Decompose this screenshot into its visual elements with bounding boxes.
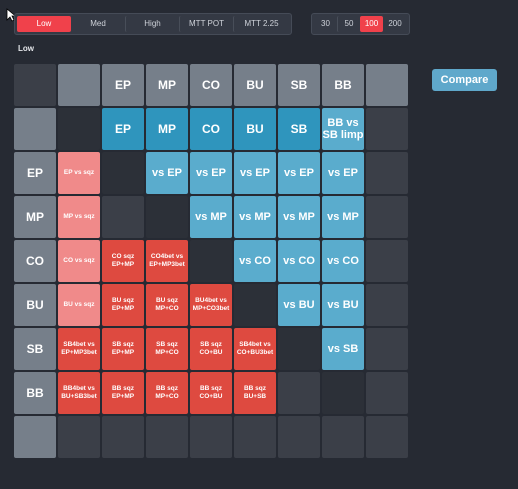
grid-cell-r6-c1[interactable]: SB4bet vs EP+MP3bet bbox=[58, 328, 100, 370]
stack-tab-3[interactable]: MTT POT bbox=[179, 16, 233, 32]
grid-cell-r8-c1 bbox=[58, 416, 100, 458]
depth-tab-3[interactable]: 200 bbox=[388, 19, 402, 28]
grid-cell-r2-c8 bbox=[366, 152, 408, 194]
grid-cell-r4-c4 bbox=[190, 240, 232, 282]
grid-cell-r5-c6[interactable]: vs BU bbox=[278, 284, 320, 326]
grid-cell-r1-c3[interactable]: MP bbox=[146, 108, 188, 150]
grid-cell-r7-c6 bbox=[278, 372, 320, 414]
grid-cell-r2-c1[interactable]: EP vs sqz bbox=[58, 152, 100, 194]
grid-cell-r4-c7[interactable]: vs CO bbox=[322, 240, 364, 282]
grid-cell-r5-c4[interactable]: BU4bet vs MP+CO3bet bbox=[190, 284, 232, 326]
grid-cell-r1-c6[interactable]: SB bbox=[278, 108, 320, 150]
stack-size-selector: Low Med High MTT POT MTT 2.25 bbox=[14, 13, 292, 35]
grid-cell-r2-c3[interactable]: vs EP bbox=[146, 152, 188, 194]
grid-cell-r6-c6 bbox=[278, 328, 320, 370]
grid-cell-r2-c4[interactable]: vs EP bbox=[190, 152, 232, 194]
grid-cell-r3-c5[interactable]: vs MP bbox=[234, 196, 276, 238]
grid-cell-r1-c5[interactable]: BU bbox=[234, 108, 276, 150]
grid-cell-r1-c2[interactable]: EP bbox=[102, 108, 144, 150]
grid-cell-r6-c3[interactable]: SB sqz MP+CO bbox=[146, 328, 188, 370]
grid-cell-r4-c6[interactable]: vs CO bbox=[278, 240, 320, 282]
grid-cell-r6-c8 bbox=[366, 328, 408, 370]
depth-tab-1[interactable]: 50 bbox=[337, 16, 360, 32]
grid-cell-r3-c6[interactable]: vs MP bbox=[278, 196, 320, 238]
grid-cell-r3-c8 bbox=[366, 196, 408, 238]
grid-cell-r3-c7[interactable]: vs MP bbox=[322, 196, 364, 238]
grid-cell-r1-c1 bbox=[58, 108, 100, 150]
grid-cell-r2-c5[interactable]: vs EP bbox=[234, 152, 276, 194]
grid-cell-r8-c8 bbox=[366, 416, 408, 458]
grid-cell-r2-c2 bbox=[102, 152, 144, 194]
grid-cell-r5-c1[interactable]: BU vs sqz bbox=[58, 284, 100, 326]
stack-tab-1[interactable]: Med bbox=[90, 19, 106, 28]
grid-cell-r7-c4[interactable]: BB sqz CO+BU bbox=[190, 372, 232, 414]
grid-cell-r3-c4[interactable]: vs MP bbox=[190, 196, 232, 238]
depth-tab-2[interactable]: 100 bbox=[360, 16, 383, 32]
grid-cell-r5-c5 bbox=[234, 284, 276, 326]
grid-cell-r8-c3 bbox=[146, 416, 188, 458]
grid-cell-r5-c2[interactable]: BU sqz EP+MP bbox=[102, 284, 144, 326]
grid-cell-r4-c1[interactable]: CO vs sqz bbox=[58, 240, 100, 282]
grid-cell-r2-c0[interactable]: EP bbox=[14, 152, 56, 194]
grid-cell-r8-c2 bbox=[102, 416, 144, 458]
stack-tab-4[interactable]: MTT 2.25 bbox=[233, 16, 289, 32]
grid-cell-r8-c5 bbox=[234, 416, 276, 458]
grid-cell-r0-c3[interactable]: MP bbox=[146, 64, 188, 106]
grid-cell-r0-c4[interactable]: CO bbox=[190, 64, 232, 106]
grid-cell-r3-c1[interactable]: MP vs sqz bbox=[58, 196, 100, 238]
grid-cell-r6-c7[interactable]: vs SB bbox=[322, 328, 364, 370]
grid-cell-r1-c0 bbox=[14, 108, 56, 150]
grid-cell-r5-c7[interactable]: vs BU bbox=[322, 284, 364, 326]
grid-cell-r3-c2 bbox=[102, 196, 144, 238]
grid-cell-r3-c0[interactable]: MP bbox=[14, 196, 56, 238]
section-label: Low bbox=[18, 44, 34, 53]
grid-cell-r2-c6[interactable]: vs EP bbox=[278, 152, 320, 194]
grid-cell-r4-c2[interactable]: CO sqz EP+MP bbox=[102, 240, 144, 282]
stack-tab-2[interactable]: High bbox=[125, 16, 179, 32]
grid-cell-r7-c5[interactable]: BB sqz BU+SB bbox=[234, 372, 276, 414]
grid-cell-r8-c7 bbox=[322, 416, 364, 458]
depth-selector: 30 50 100 200 bbox=[311, 13, 410, 35]
depth-tab-0[interactable]: 30 bbox=[321, 19, 330, 28]
grid-cell-r7-c2[interactable]: BB sqz EP+MP bbox=[102, 372, 144, 414]
grid-cell-r0-c6[interactable]: SB bbox=[278, 64, 320, 106]
grid-cell-r7-c1[interactable]: BB4bet vs BU+SB3bet bbox=[58, 372, 100, 414]
grid-cell-r3-c3 bbox=[146, 196, 188, 238]
grid-cell-r0-c5[interactable]: BU bbox=[234, 64, 276, 106]
stack-tab-0[interactable]: Low bbox=[17, 16, 71, 32]
grid-cell-r6-c5[interactable]: SB4bet vs CO+BU3bet bbox=[234, 328, 276, 370]
compare-button[interactable]: Compare bbox=[432, 69, 497, 91]
grid-cell-r7-c8 bbox=[366, 372, 408, 414]
grid-cell-r6-c2[interactable]: SB sqz EP+MP bbox=[102, 328, 144, 370]
grid-cell-r7-c7 bbox=[322, 372, 364, 414]
grid-cell-r0-c2[interactable]: EP bbox=[102, 64, 144, 106]
grid-cell-r8-c4 bbox=[190, 416, 232, 458]
grid-cell-r1-c7[interactable]: BB vs SB limp bbox=[322, 108, 364, 150]
grid-cell-r0-c7[interactable]: BB bbox=[322, 64, 364, 106]
range-grid: EP MP CO BU SB BB EP MP CO BU SB BB vs SB limp EP EP … bbox=[14, 64, 410, 460]
grid-cell-r0-c8 bbox=[366, 64, 408, 106]
grid-cell-r2-c7[interactable]: vs EP bbox=[322, 152, 364, 194]
grid-cell-r1-c8 bbox=[366, 108, 408, 150]
grid-cell-r5-c3[interactable]: BU sqz MP+CO bbox=[146, 284, 188, 326]
grid-cell-r4-c3[interactable]: CO4bet vs EP+MP3bet bbox=[146, 240, 188, 282]
grid-cell-r7-c3[interactable]: BB sqz MP+CO bbox=[146, 372, 188, 414]
grid-cell-r4-c8 bbox=[366, 240, 408, 282]
grid-cell-r6-c4[interactable]: SB sqz CO+BU bbox=[190, 328, 232, 370]
grid-cell-r4-c5[interactable]: vs CO bbox=[234, 240, 276, 282]
grid-cell-r4-c0[interactable]: CO bbox=[14, 240, 56, 282]
grid-cell-r5-c0[interactable]: BU bbox=[14, 284, 56, 326]
grid-cell-r1-c4[interactable]: CO bbox=[190, 108, 232, 150]
grid-cell-r7-c0[interactable]: BB bbox=[14, 372, 56, 414]
grid-cell-r5-c8 bbox=[366, 284, 408, 326]
grid-cell-r0-c1 bbox=[58, 64, 100, 106]
grid-cell-r6-c0[interactable]: SB bbox=[14, 328, 56, 370]
grid-cell-r8-c6 bbox=[278, 416, 320, 458]
grid-cell-r0-c0 bbox=[14, 64, 56, 106]
grid-cell-r8-c0 bbox=[14, 416, 56, 458]
